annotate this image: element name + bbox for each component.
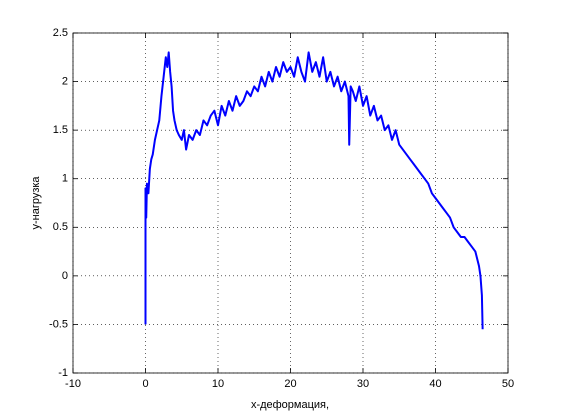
x-axis-label: x-деформация, (251, 399, 329, 411)
y-tick-label: 1 (62, 173, 68, 185)
x-tick-label: 50 (502, 378, 514, 390)
y-tick-label: 0 (62, 270, 68, 282)
x-tick-label: -10 (65, 378, 81, 390)
y-tick-label: 2 (62, 75, 68, 87)
y-axis-label: y-нагрузка (30, 176, 42, 230)
y-tick-label: 2.5 (53, 27, 68, 39)
x-tick-label: 30 (357, 378, 369, 390)
y-tick-label: -1 (58, 367, 68, 379)
y-tick-label: -0.5 (49, 318, 68, 330)
y-tick-label: 1.5 (53, 124, 68, 136)
x-tick-label: 20 (284, 378, 296, 390)
y-tick-label: 0.5 (53, 221, 68, 233)
x-tick-label: 40 (429, 378, 441, 390)
x-tick-label: 10 (212, 378, 224, 390)
x-tick-label: 0 (142, 378, 148, 390)
axes-box (72, 32, 509, 374)
data-line (144, 51, 484, 330)
